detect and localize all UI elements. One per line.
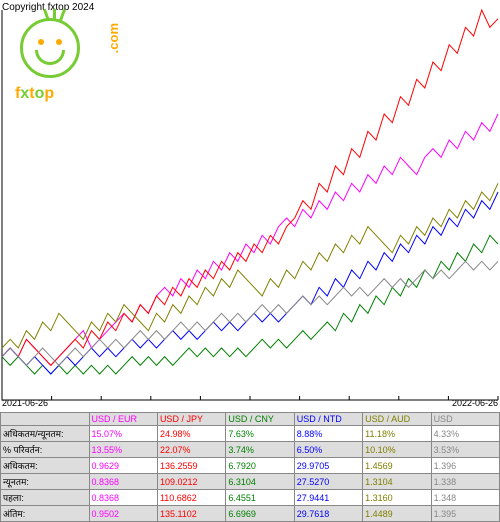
cell: 0.8368 [89, 490, 157, 506]
cell: 7.63% [226, 426, 294, 442]
series-USD/? [2, 261, 498, 365]
cell: 0.9629 [89, 458, 157, 474]
cell: 6.7920 [226, 458, 294, 474]
cell: 24.98% [157, 426, 225, 442]
cell: 0.9502 [89, 506, 157, 522]
row-label: न्यूनतम: [1, 474, 90, 490]
cell: 6.6969 [226, 506, 294, 522]
cell: 1.3160 [363, 490, 431, 506]
table-row: पहला:0.8368110.68626.455127.94411.31601.… [1, 490, 500, 506]
cell: 6.3104 [226, 474, 294, 490]
cell: 3.74% [226, 442, 294, 458]
col-header [1, 413, 90, 426]
cell: 11.18% [363, 426, 431, 442]
cell: 1.3104 [363, 474, 431, 490]
cell: 6.50% [294, 442, 362, 458]
x-end: 2022-06-26 [452, 398, 498, 408]
table-row: % परिवर्तन:13.55%22.07%3.74%6.50%10.10%3… [1, 442, 500, 458]
cell: 135.1102 [157, 506, 225, 522]
cell: 0.8368 [89, 474, 157, 490]
row-label: % परिवर्तन: [1, 442, 90, 458]
cell: 22.07% [157, 442, 225, 458]
row-label: पहला: [1, 490, 90, 506]
row-label: अधिकतम/न्यूनतम: [1, 426, 90, 442]
table-row: अंतिम:0.9502135.11026.696929.76181.44891… [1, 506, 500, 522]
cell: 29.9705 [294, 458, 362, 474]
cell: 6.4551 [226, 490, 294, 506]
cell: 110.6862 [157, 490, 225, 506]
cell: 1.4489 [363, 506, 431, 522]
row-label: अधिकतम: [1, 458, 90, 474]
table-header-row: USD / EURUSD / JPYUSD / CNYUSD / NTDUSD … [1, 413, 500, 426]
cell: 109.0212 [157, 474, 225, 490]
cell: 27.5270 [294, 474, 362, 490]
cell: 15.07% [89, 426, 157, 442]
cell: 10.10% [363, 442, 431, 458]
table-row: अधिकतम:0.9629136.25596.792029.97051.4569… [1, 458, 500, 474]
row-label: अंतिम: [1, 506, 90, 522]
fx-data-table: USD / EURUSD / JPYUSD / CNYUSD / NTDUSD … [0, 412, 500, 522]
cell: 27.9441 [294, 490, 362, 506]
cell: 4.33% [431, 426, 499, 442]
series-USD/CNY [2, 235, 498, 374]
cell: 3.53% [431, 442, 499, 458]
cell: 1.395 [431, 506, 499, 522]
col-header: USD [431, 413, 499, 426]
table-row: अधिकतम/न्यूनतम:15.07%24.98%7.63%8.88%11.… [1, 426, 500, 442]
cell: 13.55% [89, 442, 157, 458]
series-USD/EUR [2, 114, 498, 365]
cell: 136.2559 [157, 458, 225, 474]
x-start: 2021-06-26 [2, 398, 48, 408]
table-row: न्यूनतम:0.8368109.02126.310427.52701.310… [1, 474, 500, 490]
cell: 8.88% [294, 426, 362, 442]
series-USD/AUD [2, 183, 498, 348]
cell: 1.4569 [363, 458, 431, 474]
col-header: USD / CNY [226, 413, 294, 426]
cell: 29.7618 [294, 506, 362, 522]
col-header: USD / AUD [363, 413, 431, 426]
cell: 1.348 [431, 490, 499, 506]
col-header: USD / JPY [157, 413, 225, 426]
col-header: USD / EUR [89, 413, 157, 426]
cell: 1.396 [431, 458, 499, 474]
col-header: USD / NTD [294, 413, 362, 426]
fx-line-chart [0, 5, 500, 405]
series-USD/JPY [2, 10, 498, 365]
cell: 1.338 [431, 474, 499, 490]
